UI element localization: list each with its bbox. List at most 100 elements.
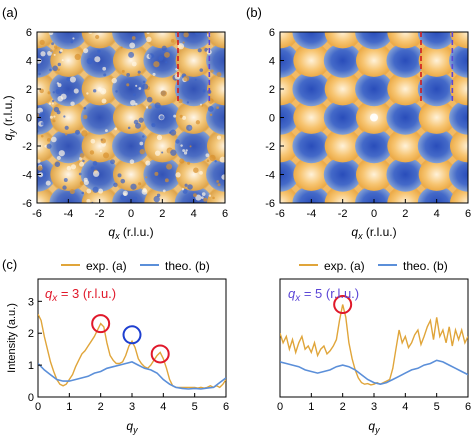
heatmap-a-speckle-dot [179,158,185,164]
heatmap-a-speckle-dot [103,152,110,159]
heatmap-a-speckle-dot [50,136,57,143]
heatmap-a-speckle-dot [187,161,191,165]
heatmap-a-saddle [142,127,151,136]
heatmap-a-peak [175,158,212,191]
heatmap-b-peak [293,158,330,191]
heatmap-a-speckle-dot [132,93,136,97]
heatmap-a-speckle-dot [49,49,53,53]
heatmap-a-speckle-dot [97,49,101,53]
heatmap-a-y-tick-label: -6 [22,198,32,210]
heatmap-a-speckle-dot [55,88,61,95]
panel-b-xlabel: qx (r.l.u.) [351,225,396,241]
heatmap-a-speckle-dot [121,69,125,73]
heatmap-a-speckle-dot [37,165,43,171]
heatmap-a-speckle-dot [105,129,108,133]
heatmap-a-speckle-dot [120,178,126,184]
heatmap-b-dip [386,157,425,192]
heatmap-a-speckle-dot [120,194,127,201]
heatmap-a-speckle-dot [129,42,136,49]
heatmap-a-y-tick-label: -4 [22,170,32,182]
heatmap-b-saddle [291,127,300,136]
heatmap-a-speckle-dot [94,56,101,63]
heatmap-a-speckle-dot [216,72,222,78]
heatmap-a-speckle-dot [161,45,167,51]
heatmap-a-speckle-dot [56,155,61,161]
line-plot-right-x-ticks: 0 1 2 3 4 5 6 [277,393,471,413]
heatmap-a-speckle-dot [40,51,46,57]
heatmap-a-speckle-dot [173,114,177,118]
heatmap-a-speckle-dot [66,165,72,171]
panel-a-tag: (a) [2,5,18,20]
heatmap-a-speckle-dot [179,114,183,118]
heatmap-a-speckle-dot [81,191,85,195]
heatmap-a-peak [37,72,56,106]
heatmap-a-speckle-dot [146,36,152,43]
heatmap-b-dip [280,157,299,192]
heatmap-a-speckle-dot [161,151,164,154]
legend-left-exp-label: exp. (a) [86,259,127,273]
heatmap-a-speckle-dot [133,196,137,200]
heatmap-b-saddle [448,127,457,136]
heatmap-a-speckle-dot [146,32,150,35]
heatmap-a-speckle-dot [70,40,74,44]
heatmap-a-speckle-dot [142,188,147,193]
heatmap-b-saddle [416,99,426,108]
heatmap-a-speckle-dot [184,183,188,187]
heatmap-b-saddle [322,156,332,165]
heatmap-b-saddle [416,156,426,165]
line-plot-right-markers [333,295,353,315]
heatmap-a-speckle-dot [113,182,118,188]
heatmap-a-speckle-dot [37,159,41,164]
heatmap-b-saddle [448,42,457,51]
heatmap-a-speckle-dot [202,89,206,93]
panel-a-xlabel: qx (r.l.u.) [108,225,153,241]
heatmap-a-speckle-dot [153,61,160,68]
heatmap-b-saddle [354,184,363,193]
heatmap-b-peak [324,72,361,106]
heatmap-a-peak [175,101,212,134]
heatmap-b-saddle [322,42,332,51]
heatmap-a-speckle-dot [135,122,141,129]
heatmap-a-speckle-dot [205,153,210,158]
heatmap-a-speckle-dot [89,150,95,155]
panel-b: -6 -4 -2 0 2 4 6 -6 -4 -2 0 2 4 6 (b) qx (r.l.u.) [246,5,471,241]
heatmap-b-dip [323,43,362,78]
heatmap-a-speckle-dot [70,164,77,170]
heatmap-b-peak [418,101,455,134]
heatmap-b-center-peak [370,113,378,122]
heatmap-a-dip [112,71,150,107]
heatmap-a-speckle-dot [110,159,115,165]
heatmap-a-saddle [79,184,89,193]
heatmap-a-speckle-dot [103,73,107,77]
heatmap-a-speckle-dot [39,111,45,118]
c2-x-tick-label: 2 [340,401,346,413]
heatmap-a-x-tick-label: -4 [63,208,73,220]
heatmap-a-speckle-dot [83,106,87,110]
c1-x-tick-label: 5 [192,401,198,413]
line-plot-right-theo-series [280,359,468,386]
line-plot-left-annotation: qx = 3 (r.l.u.) [45,286,116,304]
heatmap-a-speckle-dot [212,196,215,200]
heatmap-a-speckle-dot [46,143,52,149]
heatmap-a-speckle-dot [210,69,214,73]
heatmap-a-speckle-dot [199,103,203,106]
heatmap-a-speckle-dot [90,138,96,144]
heatmap-a-speckle-dot [83,179,89,186]
heatmap-a-speckle-dot [48,32,54,36]
heatmap-b-saddle [291,42,300,51]
heatmap-a-speckle-dot [51,99,55,103]
heatmap-a-speckle-dot [180,144,183,147]
heatmap-b-dip [323,100,362,135]
heatmap-a-speckle-dot [79,161,85,167]
heatmap-b-dip [355,185,393,203]
heatmap-a-speckle-dot [54,45,58,49]
heatmap-b-saddle [385,70,394,79]
heatmap-a-saddle [205,184,214,193]
heatmap-a-speckle-dot [208,194,212,197]
heatmap-a-saddle [48,70,57,79]
line-plot-left-y-ticks: 0 1 2 3 [28,296,42,404]
line-plot-right: 0 1 2 3 4 5 6 qx = 5 (r.l.u.) qy [277,278,471,435]
heatmap-b-dip [292,185,331,203]
heatmap-a-speckle-dot [216,106,219,110]
heatmap-b-saddle [354,42,363,51]
